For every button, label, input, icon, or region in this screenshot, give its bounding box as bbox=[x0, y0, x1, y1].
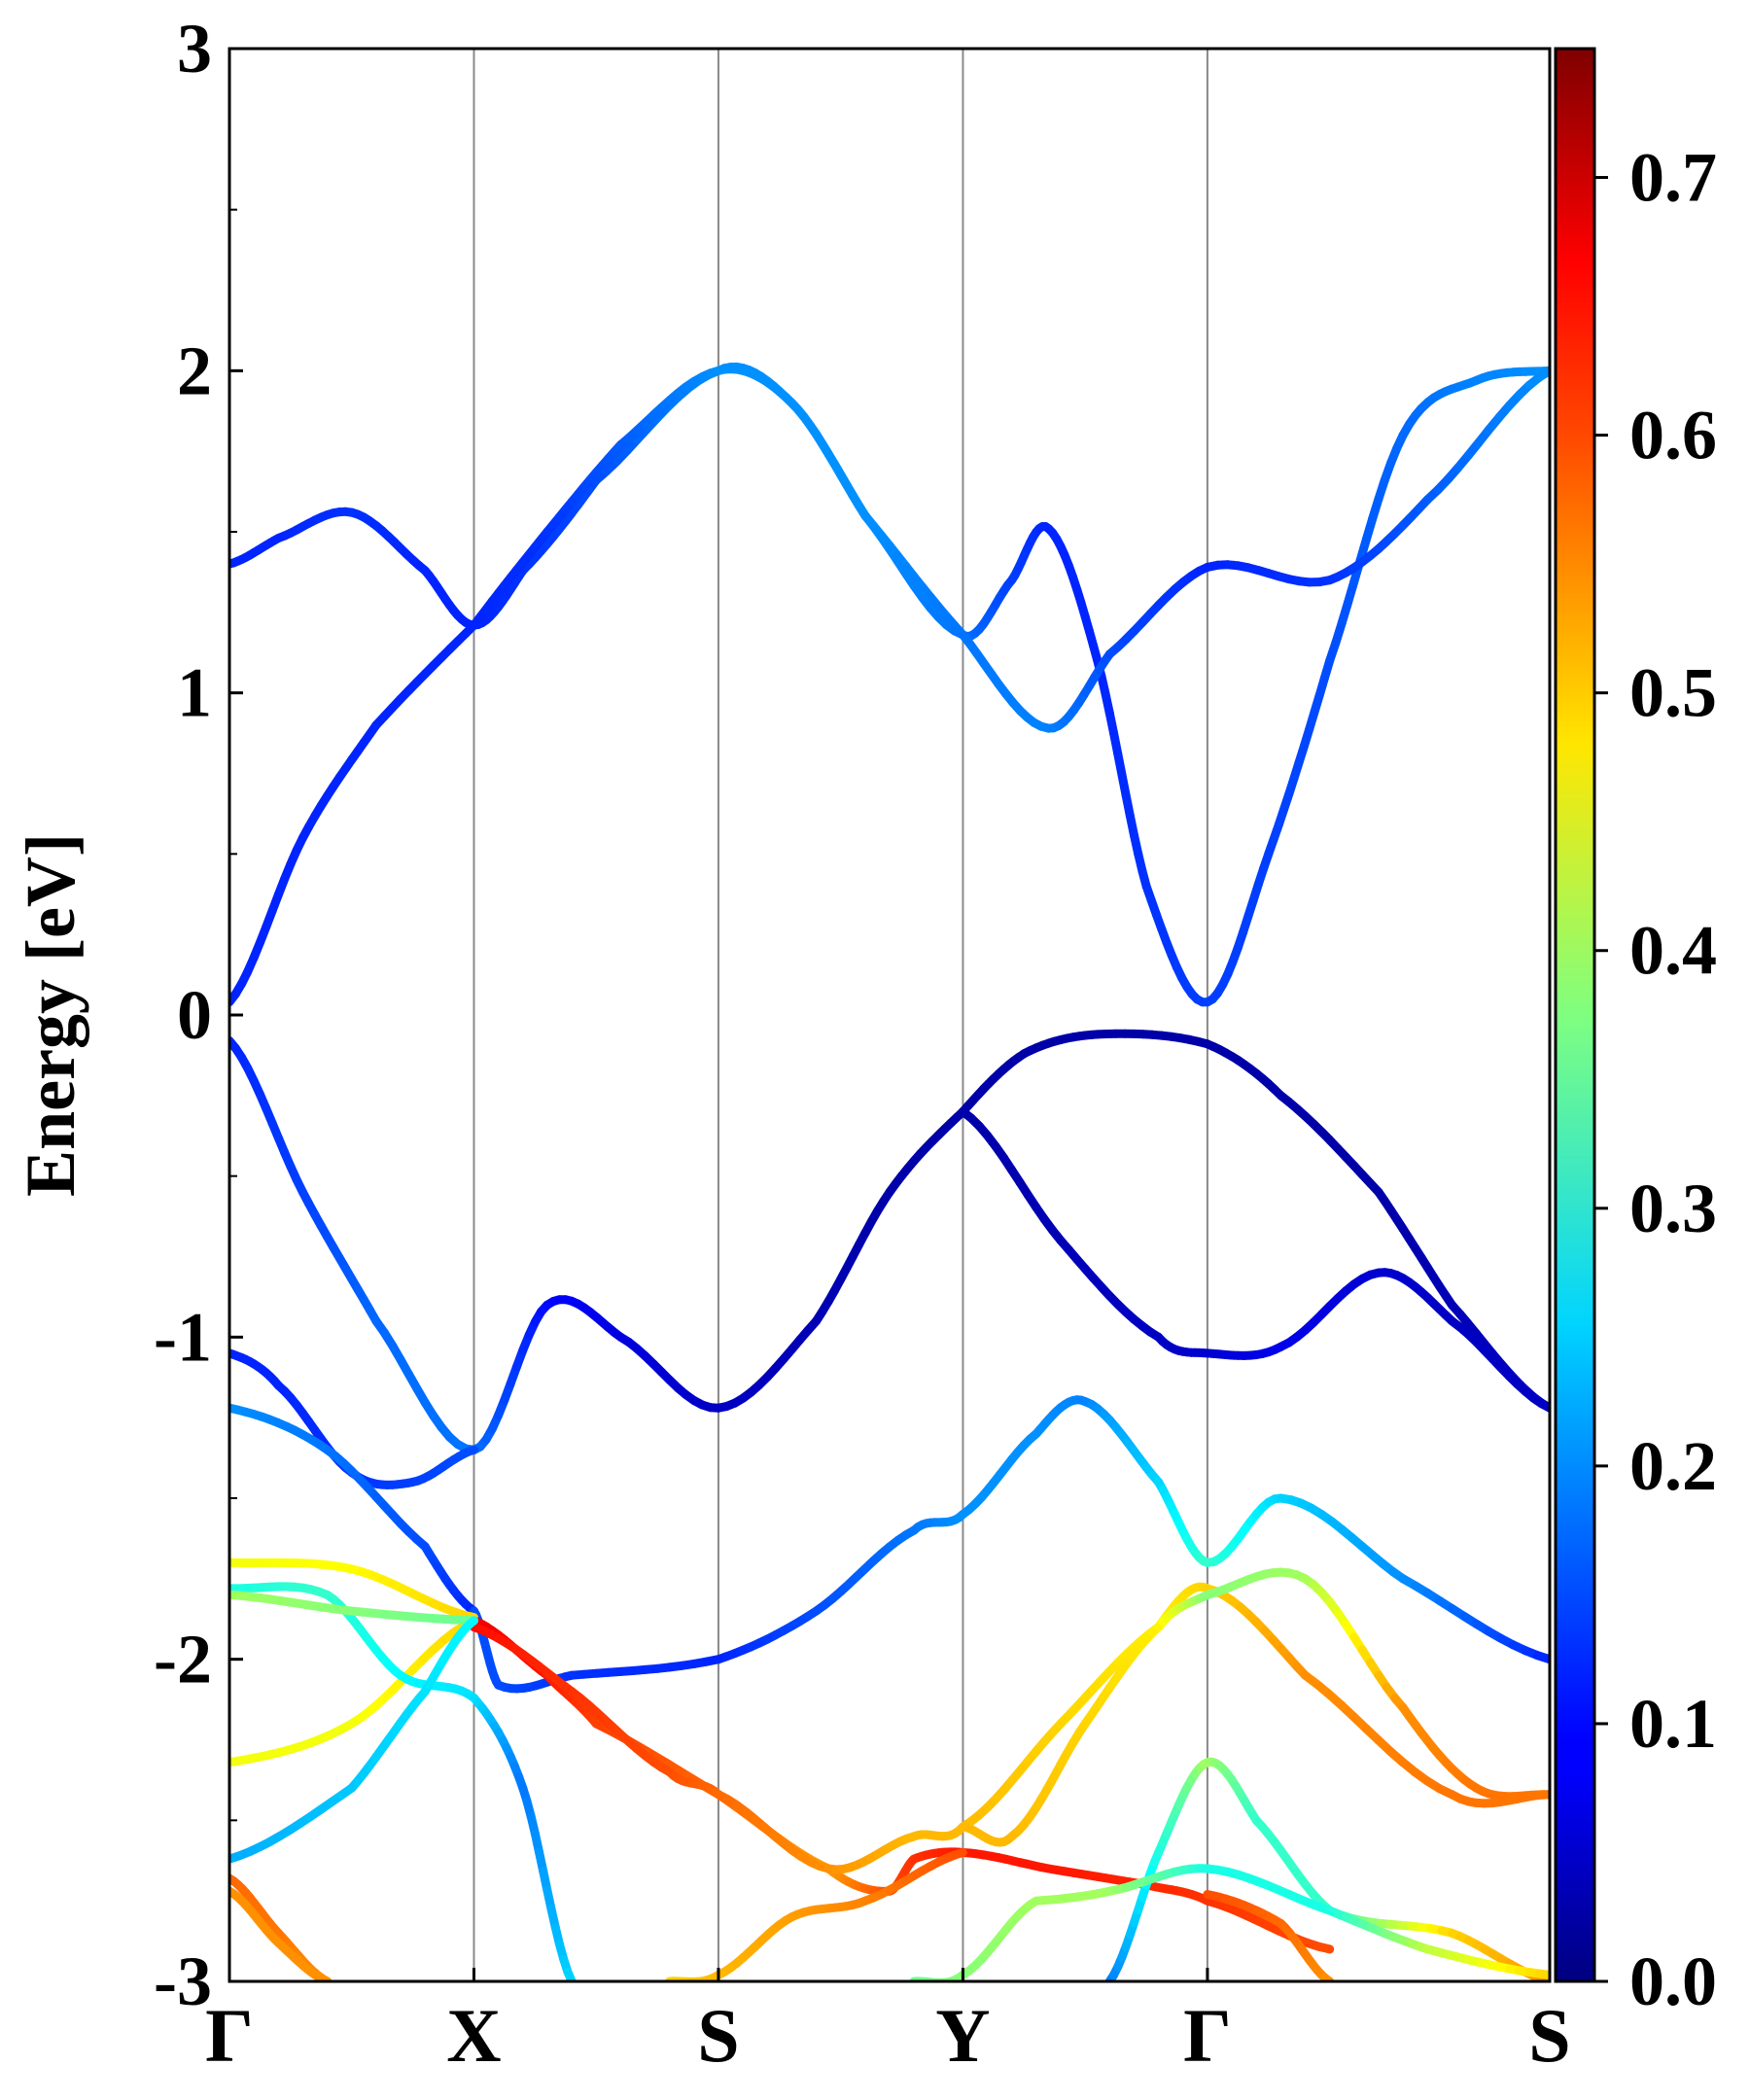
colorbar-ticks: 0.0 0.1 0.2 0.3 0.4 0.5 0.6 0.7 bbox=[1594, 139, 1717, 2020]
band-cb-upper bbox=[229, 362, 1550, 1007]
colorbar bbox=[1554, 47, 1596, 1983]
band-segment bbox=[563, 1967, 577, 1981]
band-vb-2b bbox=[958, 1106, 1550, 1413]
band-vb-5b bbox=[470, 1582, 1550, 1874]
band-vb-14 bbox=[909, 1896, 1041, 1981]
y-tick-label: -1 bbox=[154, 1298, 212, 1376]
colorbar-tick-label: 0.2 bbox=[1629, 1427, 1717, 1505]
band-vb-7 bbox=[229, 1590, 478, 1626]
band-segment bbox=[1532, 1651, 1550, 1664]
band-segment bbox=[465, 1616, 478, 1628]
band-segment bbox=[950, 1848, 967, 1860]
band-vb-6 bbox=[229, 1582, 577, 1981]
kpoint-label: Γ bbox=[1183, 1993, 1232, 2078]
band-vb-10 bbox=[1032, 1864, 1550, 1979]
band-lines bbox=[229, 362, 1550, 1981]
y-tick-label: 1 bbox=[177, 654, 212, 732]
kpoint-label: Γ bbox=[205, 1993, 254, 2078]
y-tick-label: 2 bbox=[177, 332, 212, 409]
band-cb-lower bbox=[229, 365, 1550, 1007]
colorbar-tick-label: 0.5 bbox=[1629, 654, 1717, 732]
y-tick-label: -2 bbox=[154, 1621, 212, 1698]
high-symmetry-gridlines bbox=[472, 49, 1208, 1981]
kpoint-label: Y bbox=[935, 1993, 990, 2078]
band-vb-6b bbox=[958, 1567, 1550, 1847]
band-vb-13 bbox=[665, 1848, 967, 1981]
band-vb-11 bbox=[229, 1873, 332, 1981]
band-segment bbox=[1535, 1969, 1550, 1979]
colorbar-tick-label: 0.0 bbox=[1629, 1942, 1717, 2020]
band-vb-8 bbox=[229, 1616, 478, 1864]
colorbar-tick-label: 0.3 bbox=[1629, 1170, 1717, 1247]
band-segment bbox=[1535, 366, 1550, 382]
band-vb-5 bbox=[229, 1616, 478, 1768]
kpoint-label: X bbox=[446, 1993, 501, 2078]
colorbar-tick-label: 0.1 bbox=[1629, 1685, 1717, 1763]
y-tick-label: 0 bbox=[177, 976, 212, 1054]
colorbar-tick-label: 0.4 bbox=[1629, 912, 1717, 990]
y-axis-title: Energy [eV] bbox=[12, 833, 89, 1197]
band-segment bbox=[1314, 1942, 1335, 1954]
band-vb-top bbox=[229, 1029, 1550, 1454]
kpoint-label: S bbox=[697, 1993, 739, 2078]
band-vb-3b bbox=[470, 1395, 1550, 1694]
band-segment bbox=[464, 1445, 478, 1456]
colorbar-tick-label: 0.6 bbox=[1629, 397, 1717, 474]
band-segment bbox=[1026, 1896, 1041, 1909]
band-vb-3 bbox=[229, 1403, 478, 1616]
y-tick-label: -3 bbox=[154, 1942, 212, 2020]
colorbar-tick-label: 0.7 bbox=[1629, 139, 1717, 217]
y-tick-label: 3 bbox=[177, 10, 212, 88]
y-axis-ticks: 3 2 1 0 -1 -2 -3 bbox=[154, 10, 243, 2020]
kpoint-label: S bbox=[1528, 1993, 1570, 2078]
